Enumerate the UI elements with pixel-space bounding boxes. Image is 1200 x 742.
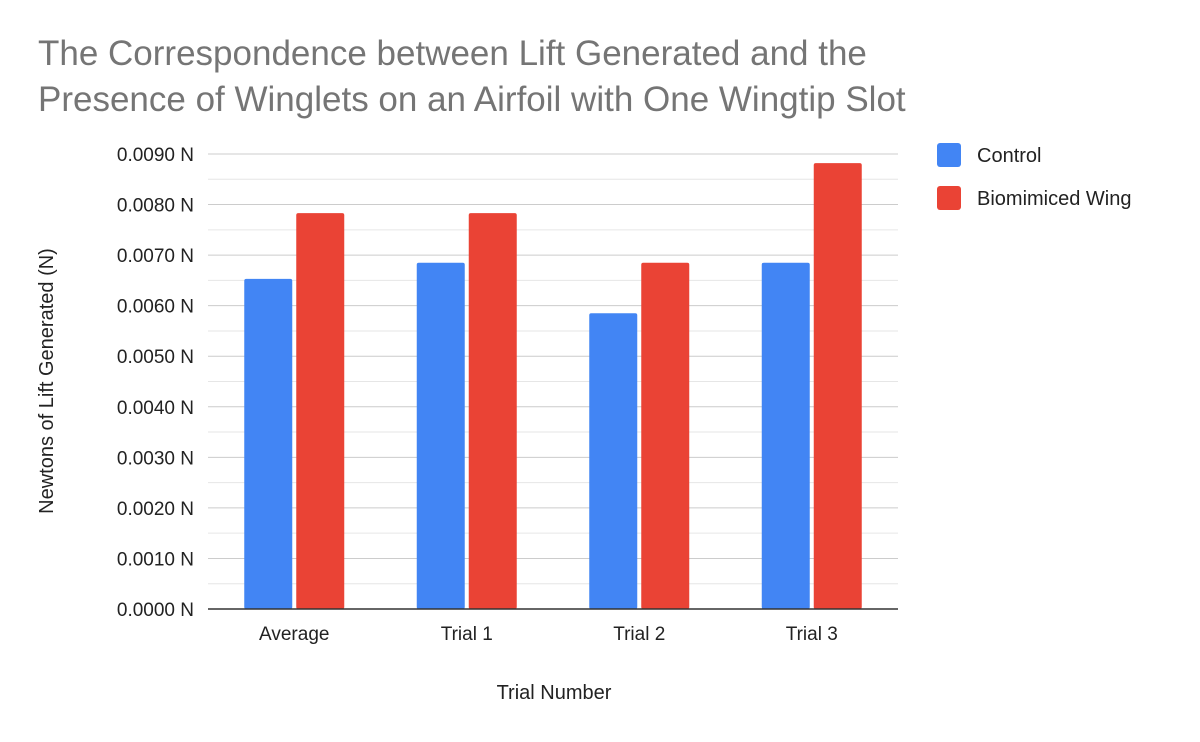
- x-tick-label: Trial 1: [441, 624, 493, 645]
- x-tick-label: Trial 3: [786, 624, 838, 645]
- bar-control-average: [244, 278, 293, 609]
- y-tick-label: 0.0060 N: [117, 297, 194, 318]
- y-tick-label: 0.0080 N: [117, 196, 194, 217]
- y-tick-label: 0.0030 N: [117, 448, 194, 469]
- legend: Control Biomimiced Wing: [937, 143, 1131, 210]
- y-tick-label: 0.0020 N: [117, 499, 194, 520]
- y-axis-title: Newtons of Lift Generated (N): [36, 248, 58, 514]
- y-tick-label: 0.0090 N: [117, 145, 194, 166]
- legend-label: Control: [977, 145, 1041, 167]
- bar-biomimiced-wing-trial-1: [468, 213, 517, 609]
- y-tick-label: 0.0070 N: [117, 246, 194, 267]
- x-tick-label: Average: [259, 624, 329, 645]
- bar-biomimiced-wing-average: [296, 213, 345, 609]
- y-tick-label: 0.0010 N: [117, 549, 194, 570]
- legend-swatch: [937, 186, 961, 210]
- y-axis-ticks: 0.0000 N 0.0010 N 0.0020 N 0.0030 N 0.0040 N…: [117, 145, 194, 621]
- bar-control-trial-1: [416, 262, 465, 609]
- legend-swatch: [937, 143, 961, 167]
- bars: [244, 163, 862, 609]
- bar-biomimiced-wing-trial-3: [813, 163, 862, 609]
- chart-title-line-1: The Correspondence between Lift Generate…: [38, 34, 867, 73]
- bar-control-trial-3: [761, 262, 810, 609]
- legend-label: Biomimiced Wing: [977, 188, 1131, 210]
- x-axis-title: Trial Number: [497, 682, 612, 704]
- y-tick-label: 0.0000 N: [117, 600, 194, 621]
- chart-title-line-2: Presence of Winglets on an Airfoil with …: [38, 80, 906, 119]
- bar-control-trial-2: [589, 313, 638, 609]
- bar-biomimiced-wing-trial-2: [641, 262, 690, 609]
- x-tick-label: Trial 2: [613, 624, 665, 645]
- y-tick-label: 0.0040 N: [117, 398, 194, 419]
- y-tick-label: 0.0050 N: [117, 347, 194, 368]
- x-axis-ticks: Average Trial 1 Trial 2 Trial 3: [259, 624, 838, 645]
